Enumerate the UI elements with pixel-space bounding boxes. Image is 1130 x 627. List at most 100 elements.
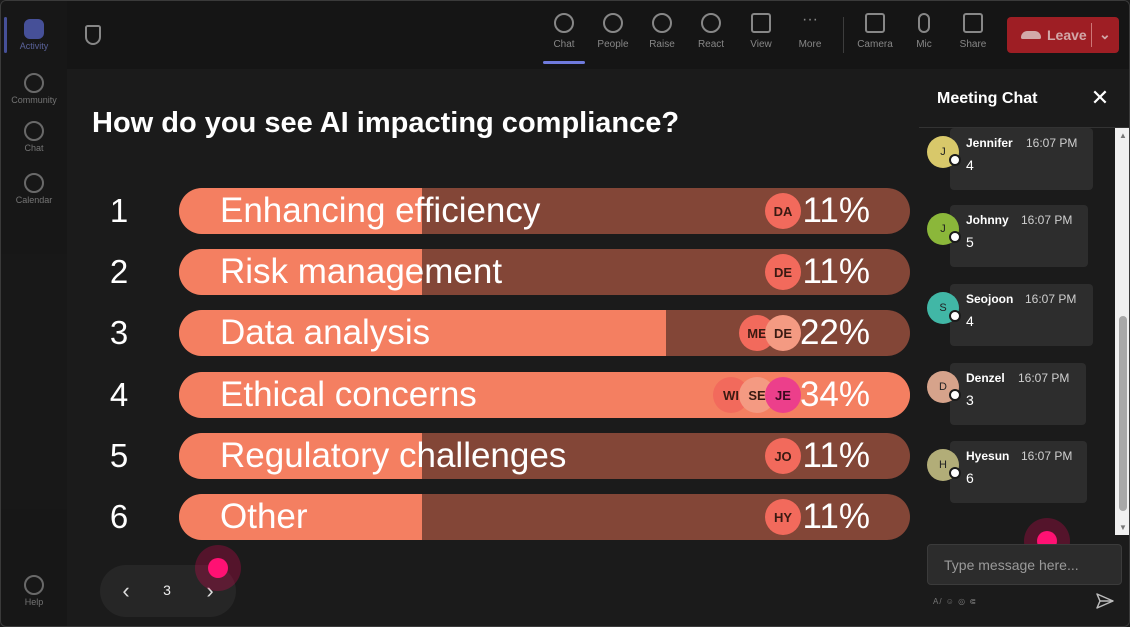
message-text: 4 — [966, 157, 974, 173]
toolbar-more-button[interactable]: ··· More — [787, 11, 833, 63]
option-label: Data analysis — [220, 313, 431, 352]
toolbar-label: Share — [959, 39, 987, 50]
toolbar-divider — [843, 17, 844, 53]
toolbar-label: React — [697, 39, 725, 50]
rail-item-help[interactable]: Help — [1, 565, 67, 617]
voter-avatars: DE — [179, 254, 910, 290]
sender-name: Hyesun — [966, 449, 1010, 463]
prev-slide-button[interactable]: ‹ — [122, 578, 130, 603]
rail-item-activity[interactable]: Activity — [1, 9, 67, 61]
message-time: 16:07 PM — [1021, 213, 1073, 227]
sender-name: Jennifer — [966, 136, 1013, 150]
grid-icon — [751, 13, 771, 33]
option-number: 4 — [109, 376, 129, 413]
chat-scrollbar[interactable]: ▲ ▼ — [1115, 128, 1129, 535]
voter-avatars: WI SE JE — [179, 377, 910, 413]
voter-avatar: JE — [765, 377, 801, 413]
message-input[interactable]: Type message here... — [927, 544, 1122, 585]
option-bar: Enhancing efficiency 11% DA — [179, 188, 910, 234]
voter-avatars: ME DE — [179, 315, 910, 351]
format-toolbar[interactable]: A/ ☺ ◎ ⋐ — [933, 597, 978, 606]
message-text: 4 — [966, 313, 974, 329]
hand-icon — [652, 13, 672, 33]
rail-item-community[interactable]: Community — [1, 63, 67, 115]
bell-icon — [24, 19, 44, 39]
option-label: Enhancing efficiency — [220, 191, 541, 230]
toolbar-mic-button[interactable]: Mic — [901, 13, 947, 63]
voter-avatar: DE — [765, 315, 801, 351]
poll-option-row: 2 Risk management 11% DE — [67, 249, 919, 295]
voter-avatar: DE — [765, 254, 801, 290]
page-number: 3 — [163, 582, 171, 598]
share-icon — [963, 13, 983, 33]
option-bar: Ethical concerns 34% WI SE JE — [179, 372, 910, 418]
scroll-thumb[interactable] — [1119, 316, 1127, 511]
chat-message: H Hyesun 16:07 PM 6 — [919, 441, 1115, 505]
chat-icon — [24, 121, 44, 141]
message-time: 16:07 PM — [1018, 371, 1070, 385]
option-bar-fill — [179, 188, 422, 234]
toolbar-label: People — [597, 39, 629, 50]
option-percent: 11% — [802, 436, 870, 475]
chat-message: D Denzel 16:07 PM 3 — [919, 363, 1115, 427]
option-number: 3 — [109, 314, 129, 351]
toolbar-share-button[interactable]: Share — [950, 13, 996, 63]
option-label: Risk management — [220, 252, 503, 291]
calendar-icon — [24, 173, 44, 193]
presence-status-icon — [949, 231, 961, 243]
message-bubble — [950, 205, 1088, 267]
help-icon — [24, 575, 44, 595]
toolbar-view-button[interactable]: View — [738, 13, 784, 63]
chat-message: J Johnny 16:07 PM 5 — [919, 205, 1115, 269]
option-bar: Other 11% HY — [179, 494, 910, 540]
chevron-down-icon[interactable]: ⌄ — [1099, 26, 1111, 42]
presence-status-icon — [949, 310, 961, 322]
poll-option-row: 1 Enhancing efficiency 11% DA — [67, 188, 919, 234]
chat-icon — [554, 13, 574, 33]
active-tab-indicator — [543, 61, 585, 64]
scroll-up-icon[interactable]: ▲ — [1119, 131, 1127, 140]
toolbar-react-button[interactable]: React — [688, 13, 734, 63]
mic-icon — [918, 13, 930, 33]
option-percent: 11% — [802, 191, 870, 230]
sender-name: Seojoon — [966, 292, 1014, 306]
leave-label: Leave — [1047, 27, 1087, 43]
shield-icon — [85, 25, 101, 45]
toolbar-chat-button[interactable]: Chat — [541, 13, 587, 64]
message-bubble — [950, 284, 1093, 346]
phone-hangup-icon — [1021, 31, 1041, 39]
toolbar-label: Raise — [649, 39, 675, 50]
rail-item-calendar[interactable]: Calendar — [1, 163, 67, 215]
toolbar-label: More — [798, 39, 822, 50]
poll-option-row: 5 Regulatory challenges 11% JO — [67, 433, 919, 479]
poll-question: How do you see AI impacting compliance? — [92, 107, 680, 139]
chat-message-list: J Jennifer 16:07 PM 4 J Johnny 16:07 PM 5 S Seojo… — [919, 128, 1115, 535]
message-text: 6 — [966, 470, 974, 486]
rail-item-chat[interactable]: Chat — [1, 111, 67, 163]
leave-divider — [1091, 23, 1092, 47]
message-text: 3 — [966, 392, 974, 408]
message-bubble — [950, 441, 1087, 503]
meeting-chat-panel: Meeting Chat ✕ J Jennifer 16:07 PM 4 J Johnny… — [919, 69, 1129, 626]
close-icon[interactable]: ✕ — [1090, 85, 1110, 110]
next-slide-button[interactable]: › — [206, 578, 214, 603]
poll-option-row: 3 Data analysis 22% ME DE — [67, 310, 919, 356]
leave-button[interactable]: Leave ⌄ — [1007, 17, 1119, 53]
scroll-down-icon[interactable]: ▼ — [1119, 523, 1127, 532]
voter-avatar: DA — [765, 193, 801, 229]
poll-option-row: 4 Ethical concerns 34% WI SE JE — [67, 372, 919, 418]
more-icon: ··· — [802, 11, 818, 28]
send-icon[interactable] — [1095, 591, 1115, 611]
toolbar-people-button[interactable]: People — [590, 13, 636, 63]
poll-stage: How do you see AI impacting compliance? … — [67, 69, 919, 626]
toolbar-raise-button[interactable]: Raise — [639, 13, 685, 63]
presence-status-icon — [949, 467, 961, 479]
sender-name: Johnny — [966, 213, 1009, 227]
option-bar: Regulatory challenges 11% JO — [179, 433, 910, 479]
option-label: Regulatory challenges — [220, 436, 567, 475]
voter-avatar: JO — [765, 438, 801, 474]
toolbar-camera-button[interactable]: Camera — [852, 13, 898, 63]
camera-icon — [865, 13, 885, 33]
rail-item-label: Chat — [24, 143, 44, 153]
